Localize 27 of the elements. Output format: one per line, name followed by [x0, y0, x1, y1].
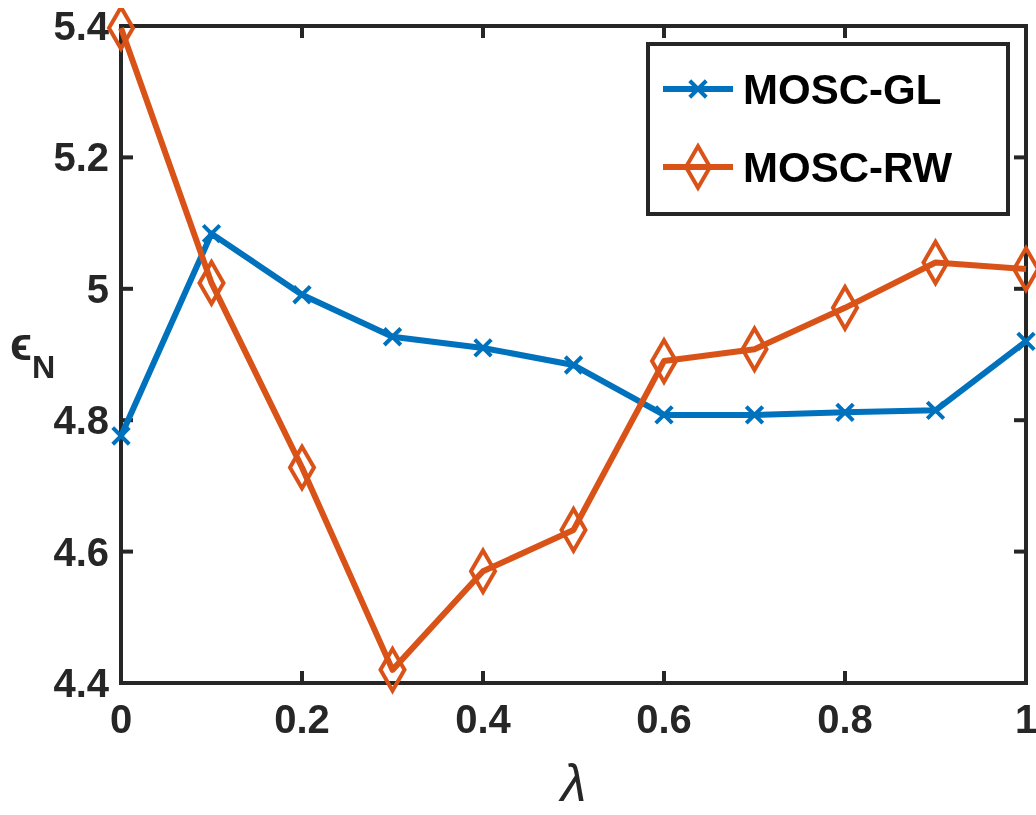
y-tick-label: 5.2 [53, 135, 109, 180]
y-tick-label: 5 [86, 266, 109, 311]
x-tick-label: 0 [109, 697, 133, 741]
y-tick-label: 4.8 [53, 398, 109, 443]
point [110, 425, 132, 447]
point [291, 284, 313, 305]
y-tick-label: 5.4 [53, 4, 110, 48]
x-tick-label: 0.6 [636, 697, 692, 741]
point [563, 354, 584, 376]
point [201, 223, 222, 244]
y-tick-label: 4.4 [53, 661, 110, 705]
x-tick-label: 0.8 [817, 697, 873, 741]
x-tick-label: 0.2 [274, 697, 330, 741]
legend-label: MOSC-RW [743, 144, 953, 191]
legend-label: MOSC-GL [743, 66, 942, 113]
point [382, 326, 403, 348]
x-axis-title: λ [557, 754, 587, 812]
y-axis-title: ϵ$_{N}$ [10, 317, 56, 385]
point [925, 400, 946, 421]
x-tick-label: 0.4 [455, 697, 512, 741]
point [744, 404, 765, 426]
x-tick-label: 1 [1014, 697, 1036, 741]
point [653, 404, 675, 426]
point [834, 402, 856, 423]
point [1015, 331, 1036, 352]
point [472, 337, 494, 359]
y-tick-label: 4.6 [53, 529, 109, 574]
